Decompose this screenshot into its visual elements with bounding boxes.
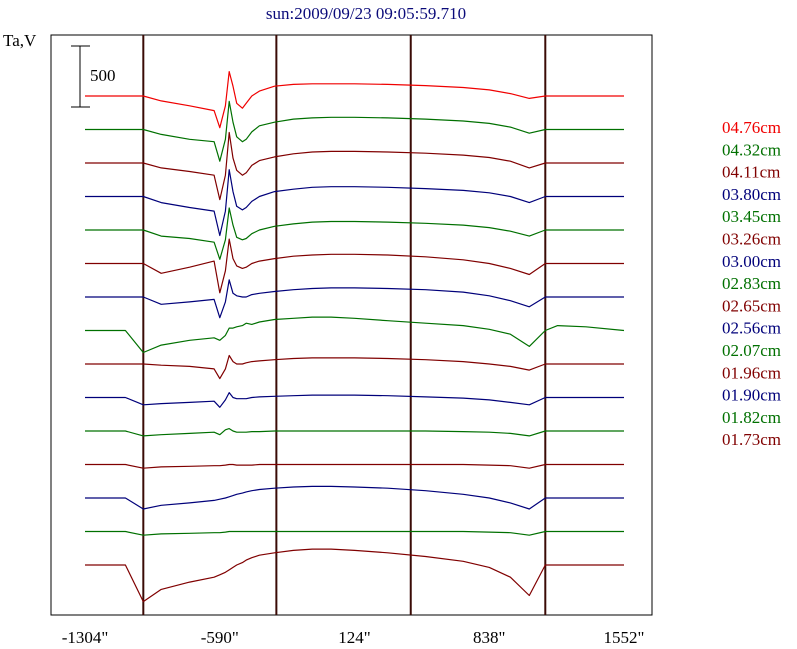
legend-entry-03-00cm: 03.00cm [722, 252, 781, 271]
series-lines [85, 70, 625, 603]
legend: 04.76cm 04.32cm 04.11cm 03.80cm 03.45cm 03.26… [722, 118, 781, 449]
legend-entry-03-45cm: 03.45cm [722, 207, 781, 226]
legend-entry-04-32cm: 04.32cm [722, 140, 781, 159]
series-line-02-83cm [85, 316, 625, 354]
legend-entry-01-96cm: 01.96cm [722, 363, 781, 382]
x-tick-label-2: -590" [201, 628, 239, 647]
series-line-03-26cm [85, 238, 624, 294]
plot-frame [50, 34, 653, 616]
x-tick-labels: -1304" -590" 124" 838" 1552" [62, 628, 645, 647]
legend-entry-02-65cm: 02.65cm [722, 296, 781, 315]
legend-entry-02-56cm: 02.56cm [722, 319, 781, 338]
legend-entry-03-80cm: 03.80cm [722, 185, 781, 204]
series-line-01-96cm [85, 463, 624, 469]
x-tick-label-5: 1552" [604, 628, 645, 647]
series-line-02-56cm [85, 392, 624, 408]
series-line-01-90cm [85, 485, 624, 510]
x-tick-label-4: 838" [473, 628, 505, 647]
series-line-03-45cm [85, 207, 624, 260]
legend-entry-02-83cm: 02.83cm [722, 274, 781, 293]
legend-entry-04-11cm: 04.11cm [722, 163, 780, 182]
scale-bar-label: 500 [90, 66, 116, 85]
series-line-04-32cm [85, 100, 624, 162]
series-line-03-00cm [85, 279, 624, 319]
scale-bar: 500 [71, 45, 116, 108]
legend-entry-01-82cm: 01.82cm [722, 408, 781, 427]
series-line-04-11cm [85, 131, 624, 201]
x-tick-label-1: -1304" [62, 628, 109, 647]
series-line-04-76cm [85, 70, 624, 129]
series-line-01-73cm [85, 548, 624, 603]
series-line-01-82cm [85, 530, 624, 536]
y-axis-label: Ta,V [3, 31, 37, 50]
legend-entry-03-26cm: 03.26cm [722, 230, 781, 249]
series-line-02-65cm [85, 354, 624, 380]
series-line-03-80cm [85, 169, 624, 237]
legend-entry-01-73cm: 01.73cm [722, 430, 781, 449]
legend-entry-04-76cm: 04.76cm [722, 118, 781, 137]
legend-entry-02-07cm: 02.07cm [722, 341, 781, 360]
legend-entry-01-90cm: 01.90cm [722, 386, 781, 405]
vertical-markers [142, 35, 547, 615]
chart-title: sun:2009/09/23 09:05:59.710 [266, 4, 466, 23]
x-tick-label-3: 124" [338, 628, 370, 647]
series-line-02-07cm [85, 428, 624, 437]
